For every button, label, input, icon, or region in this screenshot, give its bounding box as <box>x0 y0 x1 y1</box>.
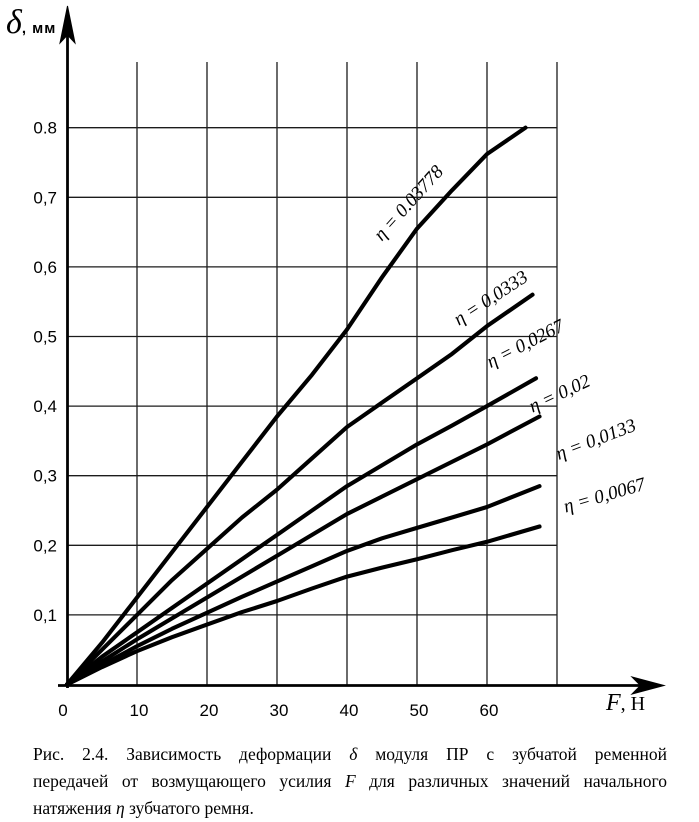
y-tick-label: 0,4 <box>33 397 57 416</box>
x-tick-label: 10 <box>130 701 149 720</box>
curve-label-eta-0.0267: η = 0,0267 <box>483 315 569 373</box>
y-tick-label: 0,1 <box>33 606 57 625</box>
y-axis-arrow-icon <box>59 5 76 45</box>
x-axis-unit: , Н <box>620 693 646 715</box>
caption-text: передачей от возмущающего усилия <box>33 771 345 791</box>
caption-symbol-F: F <box>344 771 356 791</box>
x-axis-title: F, Н <box>606 690 645 717</box>
caption-line-3: натяжения η зубчатого ремня. <box>33 795 667 822</box>
y-axis-unit: , мм <box>21 20 57 37</box>
x-axis-symbol: F <box>606 690 621 716</box>
curve-eta-0.0267 <box>64 376 539 687</box>
caption-line-2: передачей от возмущающего усилия F для р… <box>33 768 667 795</box>
y-axis-symbol: δ <box>6 4 22 41</box>
y-tick-label: 0,5 <box>33 328 57 347</box>
y-tick-label: 0.8 <box>33 119 57 138</box>
x-tick-label: 40 <box>340 701 359 720</box>
caption-text: модуля ПР с зубчатой ременной <box>357 744 668 764</box>
y-tick-label: 0,7 <box>33 188 57 207</box>
caption-text: для различных значений начального <box>355 771 667 791</box>
curve-eta-0.0067 <box>64 524 542 687</box>
caption-symbol-delta: δ <box>349 744 358 764</box>
curve-label-eta-0.0133: η = 0,0133 <box>553 415 639 465</box>
curve-eta-0.0133 <box>64 484 542 687</box>
y-tick-label: 0,6 <box>33 258 57 277</box>
curve-eta-0.02 <box>64 414 542 687</box>
curve-label-eta-0.0067: η = 0,0067 <box>561 474 649 518</box>
caption-text: натяжения <box>33 798 116 818</box>
y-axis-title: δ, мм <box>6 4 56 42</box>
deformation-chart: 0 10 20 30 40 50 60 0,1 0,2 0,3 0,4 0,5 0,6 0,7 0.8 η =… <box>33 5 666 720</box>
y-tick-label: 0,3 <box>33 467 57 486</box>
x-tick-label: 20 <box>200 701 219 720</box>
y-tick-label: 0,2 <box>33 536 57 555</box>
x-axis-arrow-icon <box>630 676 666 695</box>
curve-eta-0.03778 <box>64 125 528 687</box>
curve-eta-0.0333 <box>64 292 535 687</box>
caption-text: зубчатого ремня. <box>124 798 254 818</box>
x-tick-label: 60 <box>480 701 499 720</box>
x-tick-label: 30 <box>270 701 289 720</box>
x-tick-label: 0 <box>58 701 67 720</box>
caption-text: Рис. 2.4. Зависимость деформации <box>33 744 350 764</box>
caption-symbol-eta: η <box>115 798 125 818</box>
figure-caption: Рис. 2.4. Зависимость деформации δ модул… <box>33 741 667 822</box>
x-tick-label: 50 <box>410 701 429 720</box>
curve-label-eta-0.0333: η = 0,0333 <box>450 267 532 330</box>
curve-label-eta-0.03778: η = 0.03778 <box>370 161 449 245</box>
caption-line-1: Рис. 2.4. Зависимость деформации δ модул… <box>33 741 667 768</box>
